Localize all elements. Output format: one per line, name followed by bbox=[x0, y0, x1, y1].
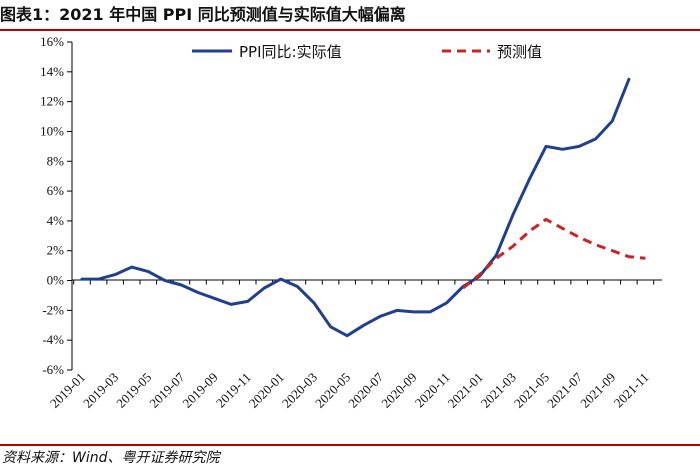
x-tick-label: 2019-07 bbox=[146, 369, 188, 411]
x-tick-label: 2020-09 bbox=[378, 370, 419, 411]
x-tick-label: 2021-05 bbox=[511, 370, 552, 411]
x-tick-label: 2020-11 bbox=[412, 370, 453, 411]
y-axis-ticks: -6% -4% -2% 0% 2% 4% 6% 8% 10% 12% 14% 16% bbox=[40, 34, 72, 377]
x-axis-ticks: 2019-012019-032019-052019-072019-092019-… bbox=[47, 280, 655, 411]
chart-title: 图表1：2021 年中国 PPI 同比预测值与实际值大幅偏离 bbox=[0, 5, 406, 24]
x-tick-label: 2019-09 bbox=[179, 370, 220, 411]
x-tick-label: 2019-03 bbox=[80, 370, 121, 411]
x-tick-label: 2021-01 bbox=[445, 370, 486, 411]
x-tick-label: 2021-11 bbox=[611, 370, 652, 411]
y-tick-label: 4% bbox=[47, 213, 65, 228]
source-divider bbox=[0, 444, 700, 446]
series-line-forecast bbox=[462, 217, 646, 290]
x-tick-label: 2021-07 bbox=[544, 369, 586, 411]
source-note: 资料来源：Wind、粤开证券研究院 bbox=[2, 450, 220, 466]
y-tick-label: -6% bbox=[42, 362, 64, 377]
title-divider bbox=[0, 29, 700, 31]
x-tick-label: 2020-01 bbox=[246, 370, 287, 411]
y-tick-label: 6% bbox=[47, 183, 65, 198]
x-tick-label: 2019-11 bbox=[213, 370, 254, 411]
y-tick-label: 8% bbox=[47, 153, 65, 168]
x-tick-label: 2020-03 bbox=[279, 370, 320, 411]
x-tick-label: 2021-03 bbox=[478, 370, 519, 411]
x-tick-label: 2019-05 bbox=[113, 370, 154, 411]
y-tick-label: 16% bbox=[40, 34, 64, 49]
y-tick-label: 12% bbox=[40, 94, 64, 109]
y-tick-label: 2% bbox=[47, 243, 65, 258]
x-tick-label: 2020-05 bbox=[312, 370, 353, 411]
legend: PPI同比:实际值 预测值 bbox=[192, 43, 542, 61]
x-tick-label: 2020-07 bbox=[345, 369, 387, 411]
y-tick-label: 14% bbox=[40, 64, 64, 79]
y-tick-label: 10% bbox=[40, 123, 64, 138]
series-layer bbox=[80, 77, 646, 338]
y-tick-label: -4% bbox=[42, 332, 64, 347]
legend-label-actual: PPI同比:实际值 bbox=[239, 43, 342, 61]
y-tick-label: 0% bbox=[47, 273, 65, 288]
x-tick-label: 2021-09 bbox=[577, 370, 618, 411]
y-tick-label: -2% bbox=[42, 302, 64, 317]
series-line-actual bbox=[80, 77, 631, 338]
legend-label-forecast: 预测值 bbox=[497, 43, 542, 61]
